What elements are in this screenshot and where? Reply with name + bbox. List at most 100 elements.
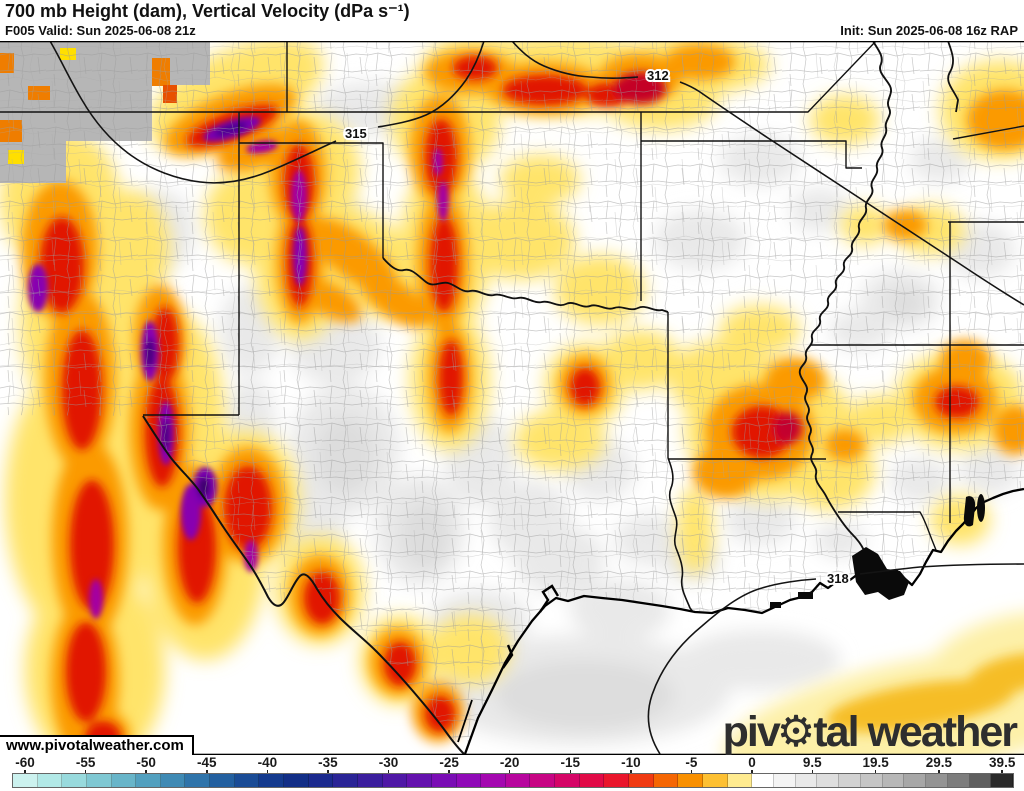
colorbar-cell: [456, 774, 482, 787]
colorbar-cell: [969, 774, 992, 787]
colorbar-cell: [817, 774, 840, 787]
contour-label-312: 312: [647, 68, 669, 83]
colorbar-cell: [185, 774, 211, 787]
contour-label-315: 315: [345, 126, 367, 141]
colorbar-cell: [357, 774, 383, 787]
colorbar-cell: [111, 774, 137, 787]
colorbar-tick-label: -25: [439, 755, 459, 770]
forecast-map-svg: 315 312 318: [0, 41, 1024, 755]
colorbar-tick-label: 39.5: [989, 755, 1016, 770]
colorbar-cell: [773, 774, 796, 787]
colorbar-cell: [752, 774, 774, 787]
colorbar-tick-label: -5: [685, 755, 698, 770]
colorbar-cell: [629, 774, 654, 787]
valid-time-label: F005 Valid: Sun 2025-06-08 21z: [5, 23, 196, 38]
gulf-amber-streak: [826, 653, 1024, 733]
colorbar-cell: [795, 774, 818, 787]
colorbar-cell: [62, 774, 87, 787]
colorbar-tick-mark: [690, 770, 693, 774]
gulf-coastline: [457, 487, 1024, 755]
map-bottom-border: [0, 753, 1024, 755]
colorbar-cell: [136, 774, 161, 787]
colorbar-tick-label: -35: [318, 755, 338, 770]
colorbar-cell: [839, 774, 861, 787]
colorbar-tick-mark: [1001, 770, 1003, 774]
colorbar-tick-label: -50: [136, 755, 156, 770]
watermark-url: www.pivotalweather.com: [0, 735, 194, 757]
colorbar-tick-mark: [508, 770, 511, 774]
colorbar-cell: [160, 774, 186, 787]
colorbar-tick-mark: [24, 770, 26, 774]
colorbar-tick-mark: [84, 770, 87, 774]
colorbar-tick-label: -10: [621, 755, 641, 770]
colorbar-cell: [991, 774, 1013, 787]
colorbar-cell: [702, 774, 728, 787]
colorbar-tick-label: -45: [196, 755, 217, 770]
colorbar-cell: [555, 774, 580, 787]
colorbar-cell: [210, 774, 235, 787]
colorbar-tick-label: -30: [378, 755, 399, 770]
colorbar-cell: [505, 774, 531, 787]
colorbar-cell: [481, 774, 506, 787]
colorbar-cell: [284, 774, 309, 787]
colorbar-tick-label: -60: [15, 755, 35, 770]
colorbar-cell: [860, 774, 883, 787]
map-title: 700 mb Height (dam), Vertical Velocity (…: [5, 1, 410, 21]
logo-text-post: tal weather: [813, 708, 1018, 756]
colorbar: -60 -55 -50 -45 -40 -35 -30 -25 -20 -15 -10 -5 0 9.5 1…: [0, 755, 1024, 791]
colorbar-cell: [653, 774, 679, 787]
colorbar-cell: [234, 774, 260, 787]
colorbar-cell: [431, 774, 457, 787]
colorbar-tick-mark: [938, 770, 940, 774]
colorbar-tick-label: -40: [257, 755, 278, 770]
init-time-label: Init: Sun 2025-06-08 16z RAP: [840, 23, 1018, 38]
logo-text-pre: piv: [722, 708, 781, 756]
colorbar-tick-mark: [266, 770, 269, 774]
map-header: 700 mb Height (dam), Vertical Velocity (…: [0, 0, 1024, 41]
colorbar-cell: [308, 774, 334, 787]
colorbar-cell: [882, 774, 905, 787]
colorbar-cell: [86, 774, 112, 787]
height-contours: [49, 41, 1024, 755]
map-canvas: 315 312 318 www.pivotalweather.com piv⚙t…: [0, 41, 1024, 757]
colorbar-cell: [727, 774, 753, 787]
colorbar-cell: [579, 774, 605, 787]
colorbar-tick-mark: [327, 770, 329, 774]
colorbar-cell: [382, 774, 408, 787]
colorbar-cell: [37, 774, 63, 787]
colorbar-cell: [259, 774, 285, 787]
colorbar-tick-mark: [811, 770, 814, 774]
colorbar-tick-mark: [206, 770, 208, 774]
colorbar-tick-mark: [387, 770, 390, 774]
colorbar-tick-label: 29.5: [925, 755, 953, 770]
colorbar-cell: [678, 774, 703, 787]
contour-label-318: 318: [827, 571, 849, 586]
river-borders: [142, 41, 959, 755]
colorbar-tick-label: 0: [748, 755, 756, 770]
colorbar-tick-label: -20: [499, 755, 520, 770]
colorbar-tick-mark: [874, 770, 877, 774]
gear-icon: ⚙: [776, 708, 816, 756]
colorbar-cell: [333, 774, 358, 787]
state-borders: [0, 41, 1024, 551]
colorbar-cell: [407, 774, 432, 787]
map-top-border: [0, 41, 1024, 43]
colorbar-tick-label: 9.5: [802, 755, 822, 770]
colorbar-tick-mark: [751, 770, 753, 774]
colorbar-cell: [604, 774, 629, 787]
colorbar-swatches: [12, 773, 1014, 788]
colorbar-tick-label: -15: [560, 755, 581, 770]
colorbar-tick-label: -55: [75, 755, 96, 770]
colorbar-cell: [926, 774, 948, 787]
colorbar-tick-mark: [630, 770, 632, 774]
colorbar-cell: [904, 774, 927, 787]
colorbar-cell: [13, 774, 38, 787]
colorbar-cell: [947, 774, 970, 787]
colorbar-tick-mark: [569, 770, 571, 774]
colorbar-cell: [530, 774, 556, 787]
colorbar-tick-label: 19.5: [862, 755, 889, 770]
contour-label-group: 315 312 318: [343, 66, 851, 588]
pivotalweather-logo: piv⚙tal weather: [722, 708, 1018, 756]
colorbar-tick-mark: [448, 770, 450, 774]
